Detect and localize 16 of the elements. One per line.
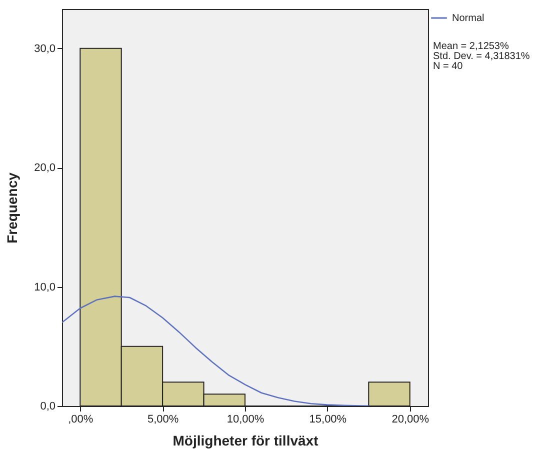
y-tick-label: 0,0 [40,400,56,412]
text: Std. Dev. = 4,31831% [433,51,530,62]
y-tick-label: 10,0 [34,281,56,294]
x-tick-label: ,00% [68,414,94,426]
legend-label: Normal [452,13,484,24]
y-tick-label: 30,0 [34,42,56,55]
text: N = 40 [433,61,464,72]
x-tick-label: 10,00% [226,414,264,426]
line-series [62,296,370,406]
y-axis-title: Frequency [4,172,20,244]
text: Mean = 2,1253% [433,41,510,52]
x-axis-title: Möjligheter för tillväxt [172,432,319,448]
x-tick-label: 5,00% [147,414,179,426]
x-tick-label: 15,00% [309,414,347,426]
y-tick-label: 20,0 [34,162,56,174]
x-tick-label: 20,00% [392,414,430,426]
